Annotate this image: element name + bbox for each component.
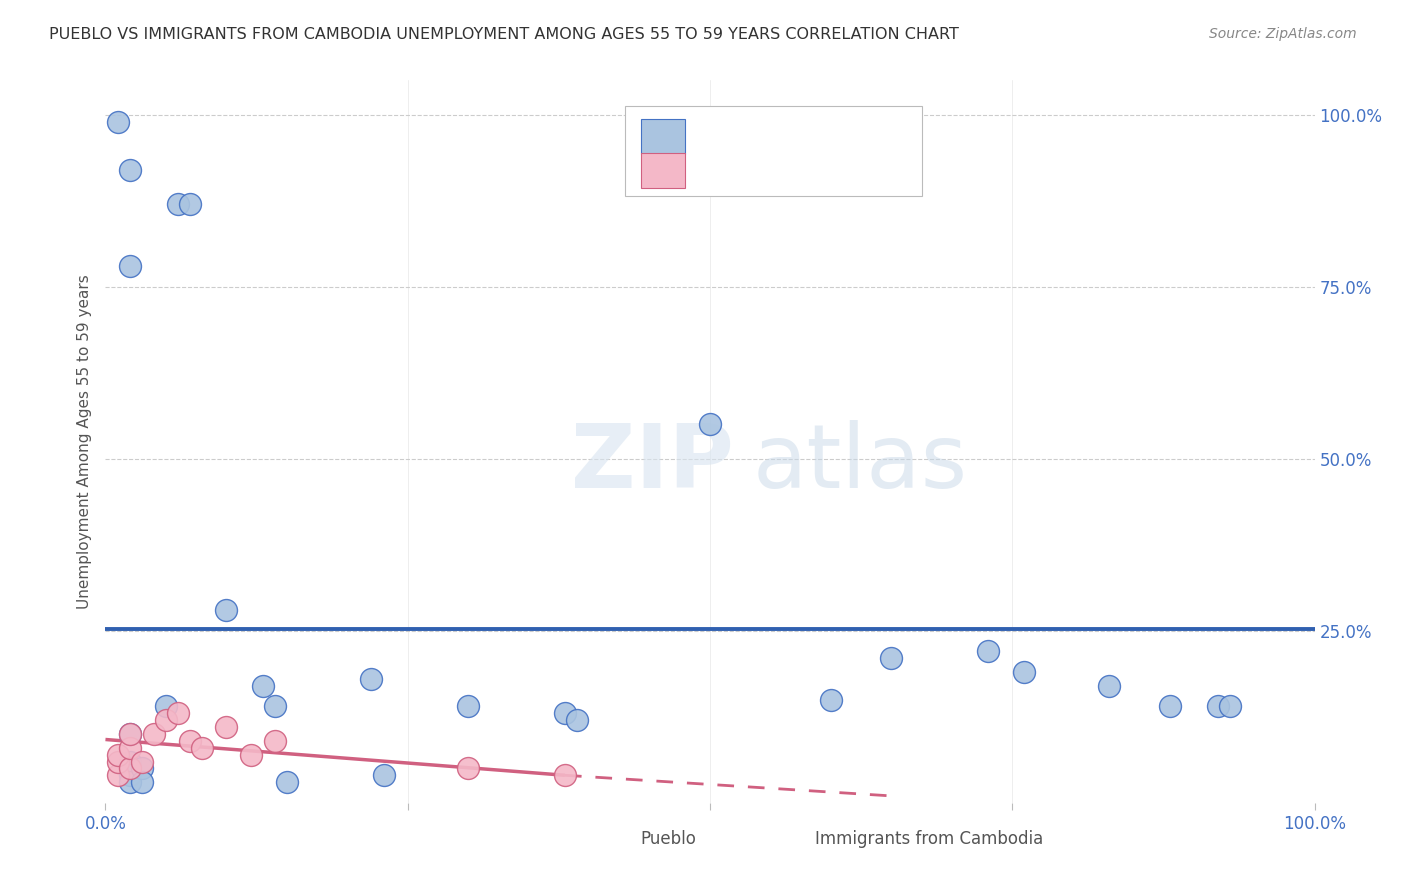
Point xyxy=(263,734,285,748)
Point xyxy=(276,775,298,789)
Point xyxy=(554,768,576,782)
Point xyxy=(155,713,177,727)
Point xyxy=(131,755,153,769)
Text: Pueblo: Pueblo xyxy=(640,830,696,848)
Text: ZIP: ZIP xyxy=(571,420,734,507)
Point xyxy=(118,162,141,177)
Point xyxy=(191,740,214,755)
Text: Immigrants from Cambodia: Immigrants from Cambodia xyxy=(815,830,1043,848)
Point xyxy=(179,734,201,748)
Point xyxy=(155,699,177,714)
Point xyxy=(263,699,285,714)
Y-axis label: Unemployment Among Ages 55 to 59 years: Unemployment Among Ages 55 to 59 years xyxy=(77,274,93,609)
Point xyxy=(107,747,129,762)
Point xyxy=(167,197,190,211)
Point xyxy=(131,761,153,775)
FancyBboxPatch shape xyxy=(586,823,631,856)
Point xyxy=(820,692,842,706)
Point xyxy=(215,603,238,617)
Point xyxy=(118,761,141,775)
FancyBboxPatch shape xyxy=(626,105,922,196)
Text: atlas: atlas xyxy=(752,420,967,507)
Point xyxy=(1219,699,1241,714)
Point xyxy=(118,259,141,273)
Point xyxy=(565,713,588,727)
Point xyxy=(131,775,153,789)
Point xyxy=(252,679,274,693)
Text: PUEBLO VS IMMIGRANTS FROM CAMBODIA UNEMPLOYMENT AMONG AGES 55 TO 59 YEARS CORREL: PUEBLO VS IMMIGRANTS FROM CAMBODIA UNEMP… xyxy=(49,27,959,42)
Text: R =  0.003   N = 30: R = 0.003 N = 30 xyxy=(695,123,870,141)
Point xyxy=(179,197,201,211)
Point xyxy=(239,747,262,762)
Point xyxy=(107,114,129,128)
Point xyxy=(1206,699,1229,714)
Text: R = -0.277   N =  17: R = -0.277 N = 17 xyxy=(695,158,877,176)
Point xyxy=(977,644,1000,658)
Point xyxy=(118,755,141,769)
FancyBboxPatch shape xyxy=(641,119,685,154)
Point xyxy=(118,727,141,741)
FancyBboxPatch shape xyxy=(641,153,685,188)
Point xyxy=(457,699,479,714)
Text: Source: ZipAtlas.com: Source: ZipAtlas.com xyxy=(1209,27,1357,41)
Point xyxy=(699,417,721,432)
Point xyxy=(880,651,903,665)
Point xyxy=(1098,679,1121,693)
Point xyxy=(118,775,141,789)
Point xyxy=(1014,665,1036,679)
Point xyxy=(373,768,395,782)
Point xyxy=(118,768,141,782)
Point xyxy=(360,672,382,686)
Point xyxy=(554,706,576,721)
Point xyxy=(107,768,129,782)
Point xyxy=(167,706,190,721)
Point xyxy=(118,740,141,755)
Point xyxy=(118,727,141,741)
Point xyxy=(1159,699,1181,714)
Point xyxy=(107,755,129,769)
Point xyxy=(142,727,165,741)
Point xyxy=(215,720,238,734)
FancyBboxPatch shape xyxy=(762,823,807,856)
Point xyxy=(457,761,479,775)
